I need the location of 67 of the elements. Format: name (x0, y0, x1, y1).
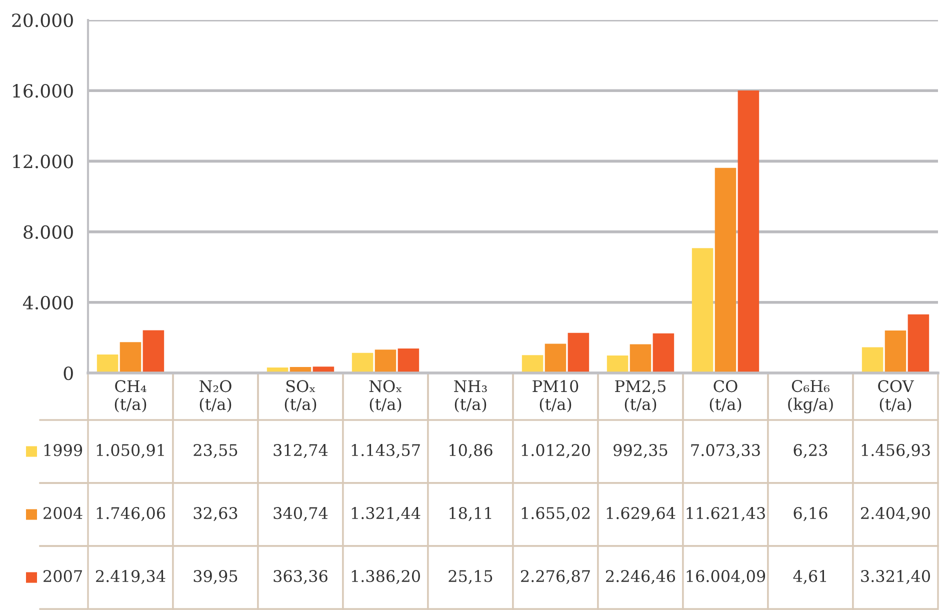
data-label: 992,35 (614, 444, 668, 458)
bar (738, 90, 760, 373)
data-label: 4,61 (793, 570, 826, 584)
bar (96, 354, 118, 373)
data-label: 2.276,87 (521, 570, 590, 584)
bar (606, 355, 628, 373)
data-label: 16.004,09 (686, 570, 766, 584)
bar (374, 350, 396, 373)
data-label: 340,74 (274, 507, 328, 522)
data-label: 1.321,44 (352, 507, 420, 522)
legend-label: 1999 (44, 444, 82, 456)
bar (714, 168, 736, 373)
data-label: 1.655,02 (522, 507, 590, 522)
data-label: 1.143,57 (352, 444, 420, 458)
data-label: 2.246,46 (606, 570, 676, 584)
x-tick-label: NH₃ (t/a) (454, 380, 487, 412)
bar (652, 333, 674, 373)
data-label: 39,95 (194, 570, 238, 584)
x-tick-label: PM10 (t/a) (532, 380, 578, 412)
data-label: 32,63 (194, 507, 238, 522)
data-label: 312,74 (274, 444, 328, 458)
data-label: 1.050,91 (96, 444, 164, 458)
data-label: 1.386,20 (352, 570, 420, 584)
bar (692, 248, 714, 373)
data-label: 3.321,40 (861, 570, 930, 584)
data-label: 11.621,43 (686, 507, 765, 522)
y-tick-label: 12.000 (13, 154, 73, 168)
data-label: 1.456,93 (862, 444, 930, 458)
x-tick-label: CO (t/a) (710, 380, 742, 412)
x-tick-label: NOₓ (t/a) (369, 380, 402, 412)
data-label: 10,86 (450, 444, 492, 458)
y-tick-label: 16.000 (13, 84, 73, 98)
data-label: 23,55 (194, 444, 238, 458)
bar (884, 330, 906, 373)
bar (630, 344, 652, 373)
y-tick-label: 20.000 (12, 13, 73, 28)
data-label: 6,16 (794, 507, 828, 522)
bar (862, 347, 884, 373)
y-tick-label: 0 (64, 366, 73, 380)
x-tick-label: CH₄ (t/a) (114, 380, 146, 412)
data-label: 7.073,33 (691, 444, 760, 458)
x-tick-label: COV (t/a) (878, 380, 914, 412)
x-tick-label: C₆H₆ (kg/a) (788, 380, 833, 414)
bar (908, 314, 930, 373)
legend-label: 2004 (44, 507, 82, 520)
bar (398, 348, 420, 373)
bar (142, 330, 164, 373)
bar (544, 344, 566, 373)
y-tick-label: 8.000 (24, 225, 73, 239)
data-label: 1.629,64 (606, 507, 676, 522)
data-label: 363,36 (274, 570, 328, 584)
bar (522, 355, 544, 373)
data-label: 2.404,90 (861, 507, 930, 522)
x-tick-label: N₂O (t/a) (200, 380, 232, 412)
data-label: 25,15 (448, 570, 492, 584)
data-label: 2.419,34 (96, 570, 166, 584)
bar (352, 352, 374, 373)
x-tick-label: SOₓ (t/a) (284, 380, 316, 412)
x-tick-label: PM2,5 (t/a) (615, 380, 666, 412)
bar (568, 332, 590, 373)
bar (120, 342, 142, 373)
data-label: 18,11 (450, 507, 492, 522)
data-label: 1.012,20 (522, 444, 590, 458)
data-label: 1.746,06 (96, 507, 166, 522)
y-tick-label: 4.000 (22, 296, 73, 310)
data-label: 6,23 (794, 444, 828, 458)
legend-label: 2007 (44, 570, 82, 582)
